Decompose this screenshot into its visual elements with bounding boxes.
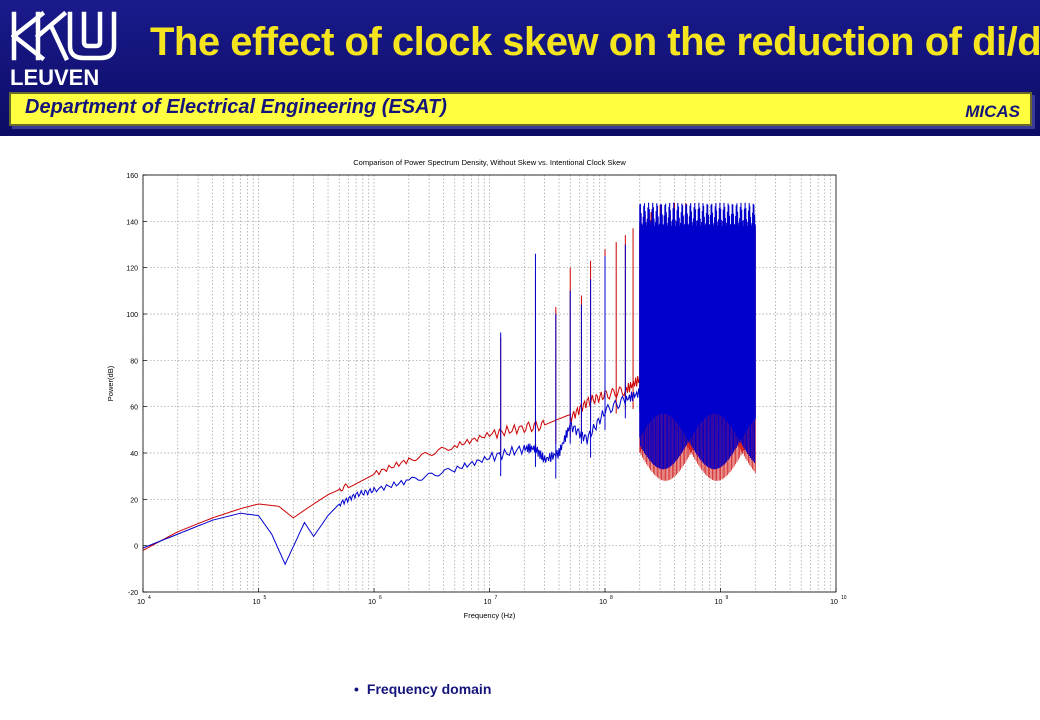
y-tick-label: 80 [130, 358, 138, 365]
x-tick-exponent: 8 [610, 595, 613, 601]
x-tick-label: 10 [830, 599, 838, 606]
y-axis-label: Power(dB) [106, 365, 115, 401]
x-tick-label: 10 [253, 599, 261, 606]
x-tick-exponent: 7 [495, 595, 498, 601]
y-tick-label: 140 [126, 219, 138, 226]
series-group [143, 202, 756, 566]
y-tick-label: 20 [130, 497, 138, 504]
x-tick-exponent: 4 [148, 595, 151, 601]
x-axis-label: Frequency (Hz) [464, 611, 516, 620]
hf-band [639, 202, 756, 470]
chart-title: Comparison of Power Spectrum Density, Wi… [353, 158, 626, 167]
kuleuven-logo-mark: LEUVEN [10, 10, 117, 90]
department-label: Department of Electrical Engineering (ES… [25, 96, 447, 118]
x-tick-label: 10 [484, 599, 492, 606]
x-tick-label: 10 [368, 599, 376, 606]
y-tick-label: 40 [130, 451, 138, 458]
kuleuven-logo: LEUVEN [6, 6, 122, 90]
slide-title: The effect of clock skew on the reductio… [150, 20, 1040, 64]
x-tick-exponent: 5 [264, 595, 267, 601]
x-tick-exponent: 9 [726, 595, 729, 601]
department-band: Department of Electrical Engineering (ES… [9, 92, 1032, 126]
bullet-item: • Frequency domain [354, 681, 491, 697]
slide-header: LEUVEN The effect of clock skew on the r… [0, 0, 1040, 136]
y-tick-label: 160 [126, 173, 138, 180]
x-tick-label: 10 [137, 599, 145, 606]
psd-chart: -200204060801001201401601041051061071081… [106, 158, 847, 620]
y-tick-label: 100 [126, 312, 138, 319]
logo-text: LEUVEN [10, 65, 99, 90]
bullet-marker: • [354, 681, 359, 697]
x-tick-label: 10 [715, 599, 723, 606]
y-tick-label: 120 [126, 266, 138, 273]
y-tick-label: 0 [134, 544, 138, 551]
x-tick-exponent: 6 [379, 595, 382, 601]
x-tick-exponent: 10 [841, 595, 847, 601]
y-tick-label: 60 [130, 405, 138, 412]
series-intentional-skew [143, 202, 756, 566]
group-label: MICAS [965, 102, 1020, 121]
y-tick-label: -20 [128, 590, 138, 597]
bullet-text: Frequency domain [366, 681, 492, 697]
x-tick-label: 10 [599, 599, 607, 606]
